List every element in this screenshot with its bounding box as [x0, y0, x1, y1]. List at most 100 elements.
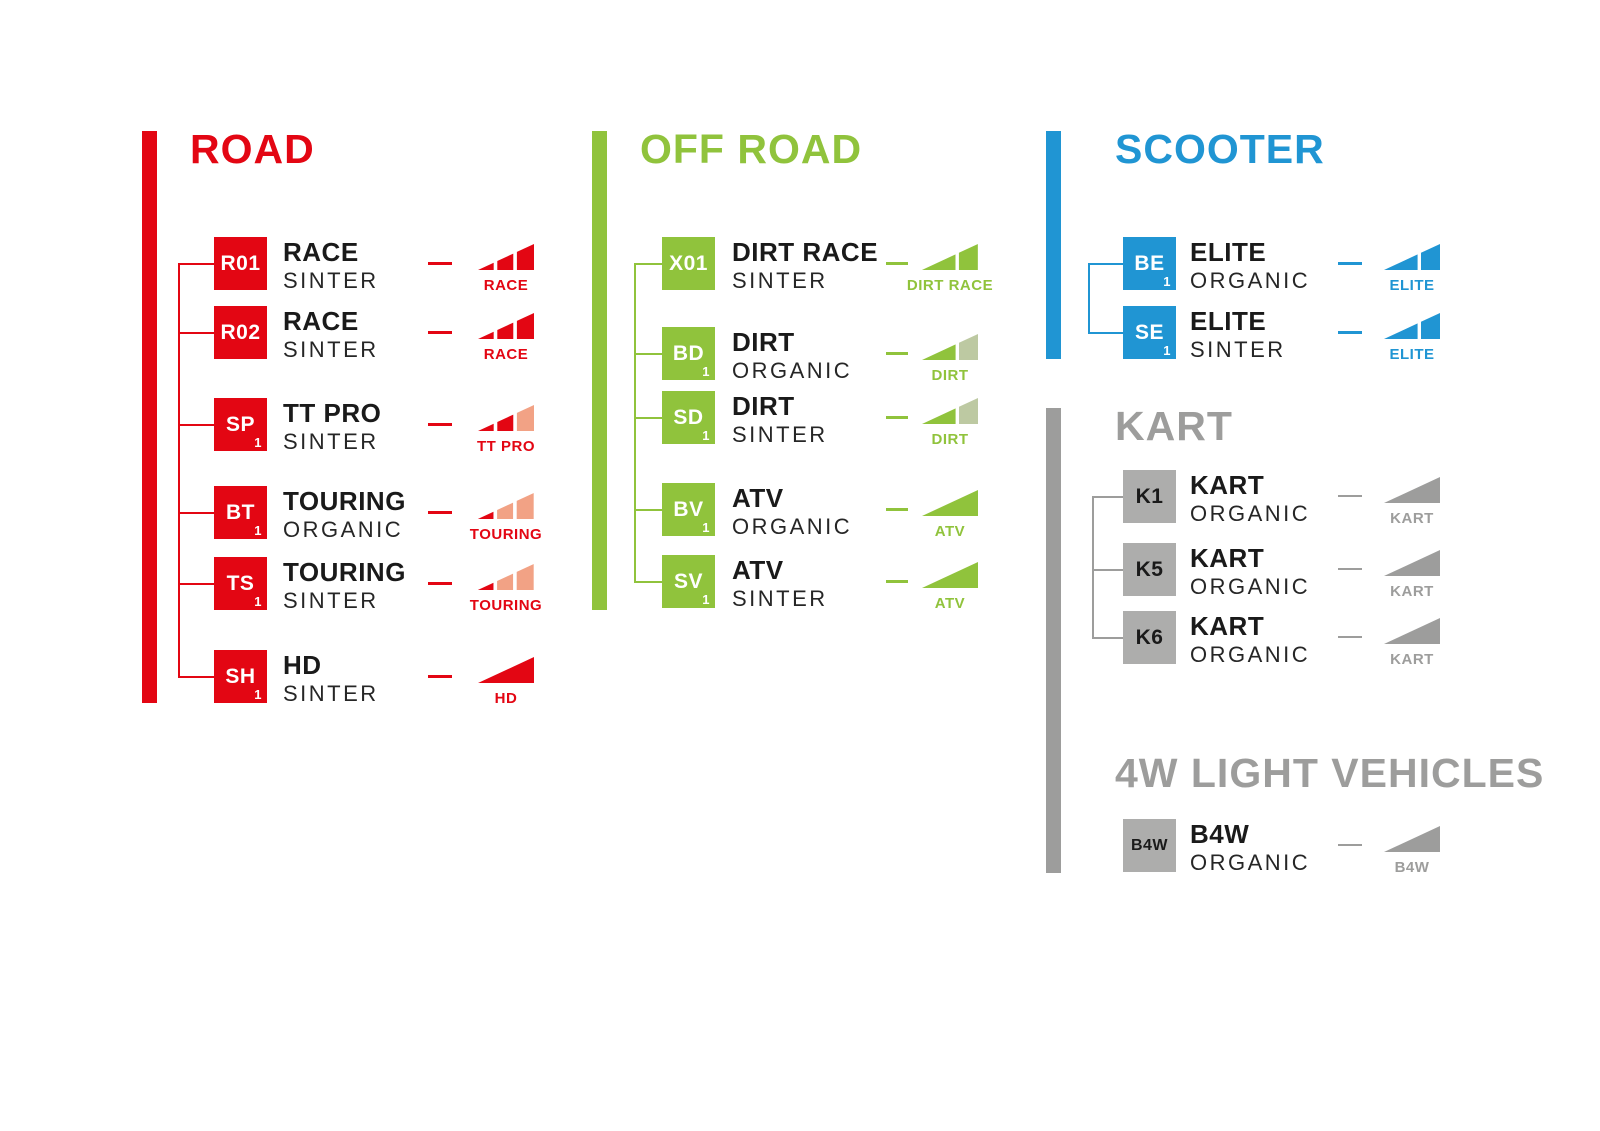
- product-compound: SINTER: [1190, 337, 1286, 362]
- performance-triangle-icon: [478, 657, 534, 688]
- product-code-subscript: 1: [254, 435, 262, 450]
- product-name: TT PRO: [283, 398, 382, 428]
- connector-dash: [428, 675, 452, 678]
- tree-connector-vertical: [178, 263, 180, 678]
- product-code: K6: [1135, 625, 1164, 649]
- performance-icon-label: DIRT: [931, 367, 969, 384]
- performance-icon-label: ELITE: [1389, 277, 1435, 294]
- connector-dash: [1338, 844, 1362, 846]
- performance-triangle-icon: [1384, 313, 1440, 344]
- tree-connector-stub: [634, 581, 662, 583]
- performance-icon-label: ATV: [934, 595, 966, 612]
- product-code-badge: TS 1: [214, 557, 267, 610]
- performance-icon-block: ATV: [922, 562, 978, 612]
- product-text: ATV SINTER: [732, 556, 828, 612]
- tree-connector-stub: [1092, 569, 1123, 571]
- product-compound: SINTER: [283, 337, 379, 362]
- performance-icon-block: DIRT RACE: [907, 244, 993, 294]
- performance-icon-block: RACE: [478, 313, 534, 363]
- product-name: DIRT RACE: [732, 237, 879, 267]
- tree-connector-stub: [1092, 637, 1123, 639]
- performance-icon-block: ELITE: [1384, 244, 1440, 294]
- tree-connector-stub: [178, 263, 214, 265]
- tree-connector-stub: [178, 332, 214, 334]
- tree-connector-stub: [634, 353, 662, 355]
- performance-icon-block: KART: [1384, 618, 1440, 668]
- tree-connector-vertical: [1092, 496, 1094, 639]
- performance-triangle-icon: [921, 244, 978, 275]
- tree-connector-stub: [178, 424, 214, 426]
- product-name: TOURING: [283, 486, 406, 516]
- connector-dash: [428, 262, 452, 265]
- section-title-offroad: OFF ROAD: [640, 126, 863, 172]
- product-code: R02: [220, 320, 261, 344]
- performance-icon-label: TOURING: [469, 597, 543, 614]
- performance-triangle-icon: [922, 490, 978, 521]
- performance-icon-block: TOURING: [470, 493, 542, 543]
- performance-triangle-icon: [922, 334, 978, 365]
- product-text: KART ORGANIC: [1190, 612, 1310, 668]
- connector-dash: [1338, 331, 1362, 334]
- tree-connector-stub: [1088, 263, 1123, 265]
- product-compound: ORGANIC: [1190, 574, 1311, 599]
- product-compound: ORGANIC: [1190, 850, 1311, 875]
- connector-dash: [1338, 262, 1362, 265]
- product-code: BV: [673, 497, 704, 521]
- product-text: RACE SINTER: [283, 238, 379, 294]
- product-code-badge: SD 1: [662, 391, 715, 444]
- performance-triangle-icon: [478, 405, 534, 436]
- product-name: ATV: [732, 483, 784, 513]
- connector-dash: [1338, 495, 1362, 497]
- connector-dash: [428, 331, 452, 334]
- performance-icon-label: KART: [1390, 583, 1434, 600]
- product-compound: SINTER: [732, 586, 828, 611]
- product-name: ELITE: [1190, 306, 1267, 336]
- product-code-badge: X01: [662, 237, 715, 290]
- product-compound: SINTER: [283, 429, 379, 454]
- product-compound: ORGANIC: [1190, 642, 1311, 667]
- product-text: TOURING ORGANIC: [283, 487, 406, 543]
- performance-triangle-icon: [478, 313, 534, 344]
- performance-icon-block: KART: [1384, 550, 1440, 600]
- product-code-badge: SP 1: [214, 398, 267, 451]
- performance-triangle-icon: [478, 244, 534, 275]
- performance-icon-block: ELITE: [1384, 313, 1440, 363]
- scooter-color-bar: [1046, 131, 1061, 359]
- product-code: SP: [225, 412, 255, 436]
- product-name: DIRT: [732, 391, 795, 421]
- product-compound: ORGANIC: [732, 358, 853, 383]
- section-title-scooter: SCOOTER: [1115, 126, 1325, 172]
- tree-connector-stub: [634, 263, 662, 265]
- product-text: TOURING SINTER: [283, 558, 406, 614]
- performance-icon-label: HD: [494, 690, 518, 707]
- connector-dash: [428, 582, 452, 585]
- product-text: KART ORGANIC: [1190, 471, 1310, 527]
- product-text: KART ORGANIC: [1190, 544, 1310, 600]
- product-code-subscript: 1: [254, 523, 262, 538]
- product-code: SE: [1134, 320, 1164, 344]
- tree-connector-stub: [178, 676, 214, 678]
- product-name: ATV: [732, 555, 784, 585]
- performance-triangle-icon: [922, 398, 978, 429]
- connector-dash: [886, 352, 908, 355]
- product-code-subscript: 1: [702, 520, 710, 535]
- product-code: BT: [226, 500, 255, 524]
- tree-connector-vertical: [634, 263, 636, 583]
- product-name: B4W: [1190, 819, 1250, 849]
- product-name: RACE: [283, 237, 359, 267]
- product-compound: SINTER: [732, 422, 828, 447]
- product-code: X01: [669, 251, 708, 275]
- performance-icon-label: DIRT RACE: [906, 277, 994, 294]
- product-compound: ORGANIC: [283, 517, 404, 542]
- product-code-badge: SE 1: [1123, 306, 1176, 359]
- product-text: DIRT RACE SINTER: [732, 238, 878, 294]
- product-name: RACE: [283, 306, 359, 336]
- kart-color-bar: [1046, 408, 1061, 873]
- performance-icon-block: TOURING: [470, 564, 542, 614]
- product-compound: SINTER: [283, 268, 379, 293]
- connector-dash: [1338, 568, 1362, 570]
- tree-connector-stub: [634, 509, 662, 511]
- product-compound: SINTER: [283, 588, 379, 613]
- performance-icon-label: ATV: [934, 523, 966, 540]
- product-name: HD: [283, 650, 322, 680]
